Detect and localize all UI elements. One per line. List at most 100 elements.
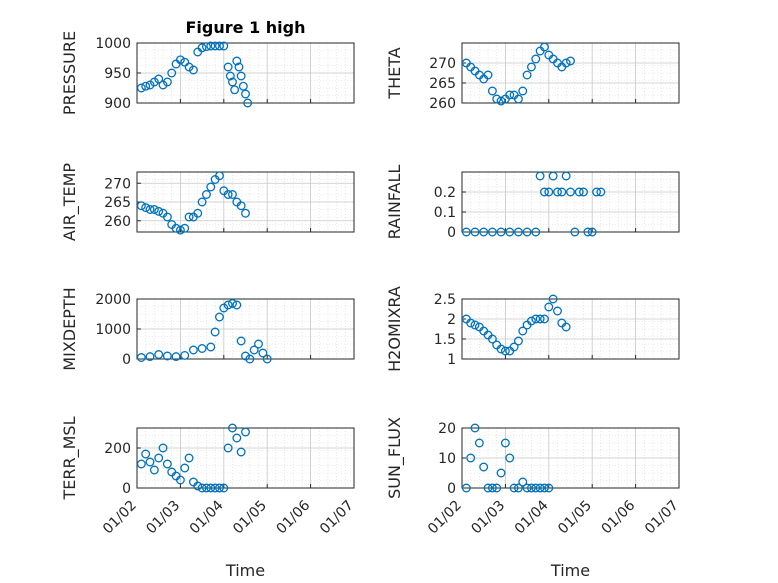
data-point bbox=[149, 205, 159, 214]
x-tick-label: 01/03 bbox=[143, 498, 183, 538]
data-point bbox=[206, 182, 216, 192]
data-point bbox=[566, 187, 575, 197]
subplot-2: 260 265 270 THETA bbox=[385, 42, 680, 112]
y-tick-label: 2 bbox=[447, 312, 456, 328]
data-point bbox=[219, 483, 229, 493]
data-point bbox=[518, 326, 528, 336]
data-point bbox=[466, 453, 476, 463]
data-point bbox=[544, 187, 554, 197]
y-tick-label: 0 bbox=[447, 225, 456, 241]
data-point bbox=[513, 94, 523, 104]
data-point bbox=[180, 463, 190, 473]
data-point bbox=[241, 427, 250, 437]
data-point bbox=[540, 187, 549, 197]
data-point bbox=[513, 227, 523, 237]
data-point bbox=[243, 98, 253, 108]
data-point bbox=[470, 320, 480, 330]
data-point bbox=[245, 354, 255, 364]
data-point bbox=[513, 336, 523, 346]
data-point bbox=[474, 438, 484, 448]
data-point bbox=[540, 483, 549, 493]
data-point bbox=[136, 353, 146, 362]
data-point bbox=[531, 483, 541, 493]
data-point bbox=[479, 227, 489, 237]
data-point bbox=[479, 462, 489, 472]
data-point bbox=[201, 190, 211, 199]
data-point bbox=[136, 459, 146, 469]
y-tick-label: 10 bbox=[438, 451, 456, 467]
data-point bbox=[566, 56, 575, 66]
data-point bbox=[223, 190, 233, 199]
y-axis-label: H2OMIXRA bbox=[385, 286, 404, 372]
y-tick-label: 1000 bbox=[95, 322, 131, 338]
data-point bbox=[232, 56, 242, 66]
data-point bbox=[236, 447, 246, 457]
data-point bbox=[171, 352, 181, 362]
data-point bbox=[236, 71, 246, 81]
data-point bbox=[158, 443, 168, 453]
x-tick-label: 01/03 bbox=[468, 498, 508, 538]
data-point bbox=[162, 351, 172, 361]
y-tick-label: 1 bbox=[447, 352, 456, 368]
data-point bbox=[487, 86, 497, 96]
data-point bbox=[548, 171, 558, 181]
data-point bbox=[234, 62, 244, 72]
x-tick-label: 01/02 bbox=[425, 498, 465, 538]
data-point bbox=[254, 339, 263, 349]
data-point bbox=[225, 71, 235, 81]
y-tick-label: 0 bbox=[447, 481, 456, 497]
data-point bbox=[505, 453, 515, 463]
data-point bbox=[531, 227, 541, 237]
data-point bbox=[236, 201, 246, 211]
y-axis-label: TERR_MSL bbox=[60, 416, 80, 500]
y-tick-label: 20 bbox=[438, 421, 456, 437]
data-point bbox=[509, 342, 519, 352]
data-point bbox=[557, 187, 567, 197]
data-point bbox=[154, 206, 164, 216]
y-tick-label: 0 bbox=[122, 352, 131, 368]
data-point bbox=[188, 65, 198, 75]
data-point bbox=[197, 344, 207, 353]
data-point bbox=[540, 42, 549, 52]
y-tick-label: 1.5 bbox=[434, 332, 456, 348]
data-point bbox=[162, 212, 172, 222]
data-point bbox=[544, 483, 554, 493]
data-point bbox=[505, 227, 515, 237]
data-point bbox=[171, 223, 181, 233]
data-point bbox=[210, 483, 220, 493]
data-point bbox=[513, 483, 523, 493]
y-tick-label: 265 bbox=[429, 76, 456, 92]
data-point bbox=[241, 208, 250, 218]
x-tick-label: 01/02 bbox=[100, 498, 140, 538]
data-point bbox=[461, 227, 471, 237]
data-point bbox=[470, 423, 480, 433]
data-point bbox=[228, 299, 237, 308]
data-point bbox=[553, 187, 562, 197]
subplot-4: 0 0.1 0.2 RAINFALL bbox=[385, 165, 680, 241]
data-point bbox=[518, 477, 528, 487]
data-point bbox=[210, 327, 220, 337]
data-point bbox=[535, 171, 545, 181]
data-point bbox=[162, 459, 172, 469]
data-point bbox=[535, 314, 545, 324]
data-point bbox=[583, 227, 593, 237]
data-point bbox=[210, 41, 220, 51]
data-point bbox=[145, 457, 155, 467]
data-point bbox=[487, 483, 497, 493]
data-point bbox=[548, 294, 558, 304]
x-tick-label: 01/05 bbox=[230, 498, 270, 538]
data-point bbox=[487, 334, 497, 344]
data-point bbox=[197, 197, 207, 207]
y-tick-label: 260 bbox=[429, 96, 456, 112]
data-point bbox=[180, 350, 190, 360]
data-point bbox=[496, 344, 506, 354]
data-point bbox=[241, 89, 250, 99]
y-tick-label: 0 bbox=[122, 481, 131, 497]
data-point bbox=[540, 314, 549, 324]
data-point bbox=[526, 316, 536, 326]
data-point bbox=[206, 342, 216, 352]
data-point bbox=[518, 86, 528, 96]
data-point bbox=[180, 57, 190, 67]
y-tick-label: 950 bbox=[104, 66, 131, 82]
y-axis-label: THETA bbox=[385, 47, 404, 99]
